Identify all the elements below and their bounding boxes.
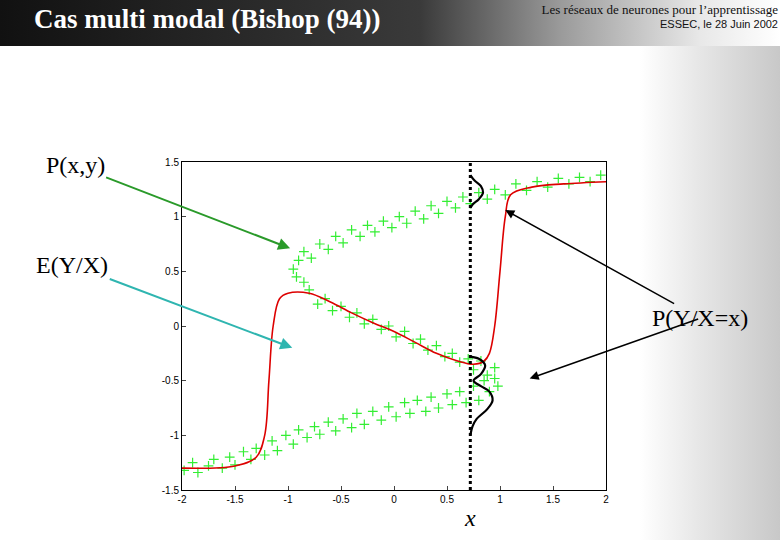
html-text:ESSEC, le 28 Juin 2002: ESSEC, le 28 Juin 2002 bbox=[660, 18, 778, 30]
svg-text:0.5: 0.5 bbox=[440, 494, 454, 505]
svg-text:0: 0 bbox=[391, 494, 397, 505]
svg-text:P(x,y): P(x,y) bbox=[46, 152, 105, 178]
svg-text:-1.5: -1.5 bbox=[162, 485, 180, 496]
svg-text:1: 1 bbox=[497, 494, 503, 505]
html-text:Les réseaux de neurones pour l: Les réseaux de neurones pour l’apprentis… bbox=[541, 2, 778, 17]
svg-text:1.5: 1.5 bbox=[546, 494, 560, 505]
svg-text:P(Y/X=x): P(Y/X=x) bbox=[652, 305, 748, 331]
svg-text:2: 2 bbox=[603, 494, 609, 505]
svg-text:0.5: 0.5 bbox=[165, 266, 179, 277]
svg-text:-1: -1 bbox=[170, 430, 179, 441]
svg-text:1: 1 bbox=[173, 211, 179, 222]
svg-text:-0.5: -0.5 bbox=[332, 494, 350, 505]
html-text:Cas multi modal (Bishop (94)): Cas multi modal (Bishop (94)) bbox=[34, 4, 381, 34]
svg-text:0: 0 bbox=[173, 321, 179, 332]
svg-text:-2: -2 bbox=[178, 494, 187, 505]
svg-text:-1: -1 bbox=[284, 494, 293, 505]
svg-text:1.5: 1.5 bbox=[165, 157, 179, 168]
svg-text:-0.5: -0.5 bbox=[162, 375, 180, 386]
svg-text:-1.5: -1.5 bbox=[226, 494, 244, 505]
svg-text:x: x bbox=[464, 505, 476, 531]
svg-text:E(Y/X): E(Y/X) bbox=[36, 252, 108, 278]
